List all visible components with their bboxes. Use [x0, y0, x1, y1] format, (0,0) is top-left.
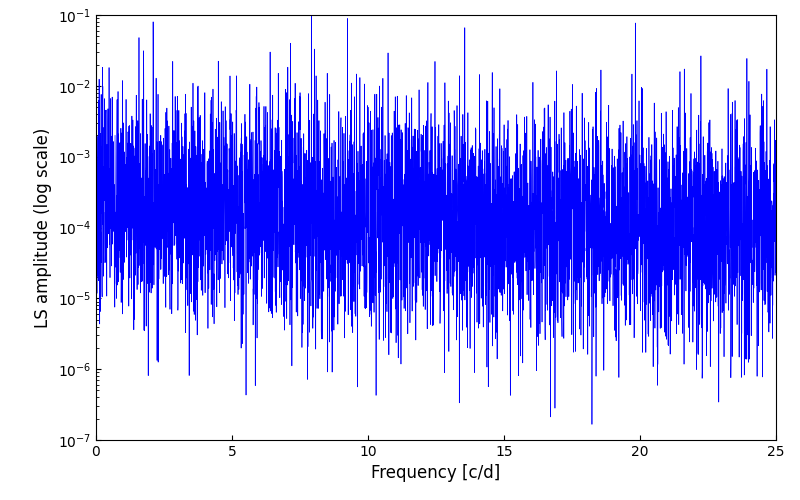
- X-axis label: Frequency [c/d]: Frequency [c/d]: [371, 464, 501, 482]
- Y-axis label: LS amplitude (log scale): LS amplitude (log scale): [34, 128, 52, 328]
